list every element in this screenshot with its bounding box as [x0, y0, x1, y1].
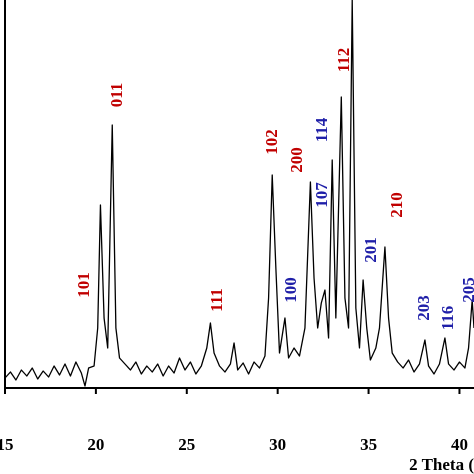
peak-label: 200: [287, 147, 306, 173]
peak-label: 203: [414, 295, 433, 321]
x-tick-label: 35: [360, 435, 377, 454]
peak-label: 107: [312, 182, 331, 208]
peak-label: 102: [262, 129, 281, 155]
peak-label: 210: [387, 192, 406, 218]
x-tick-label: 25: [178, 435, 195, 454]
x-axis-label: 2 Theta (: [409, 455, 474, 474]
x-tick-label: 20: [87, 435, 104, 454]
peak-label: 201: [361, 237, 380, 263]
peak-label: 116: [438, 306, 457, 331]
peak-label: 100: [281, 277, 300, 303]
peak-label: 114: [312, 117, 331, 142]
x-tick-label: 30: [269, 435, 286, 454]
peak-label: 205: [459, 277, 474, 303]
peak-label: 011: [107, 83, 126, 108]
peak-label: 111: [207, 288, 226, 312]
xrd-pattern: [4, 0, 474, 387]
peak-label: 112: [334, 48, 353, 73]
x-tick-label: 15: [0, 435, 14, 454]
x-tick-label: 40: [451, 435, 468, 454]
peak-label: 101: [74, 272, 93, 298]
